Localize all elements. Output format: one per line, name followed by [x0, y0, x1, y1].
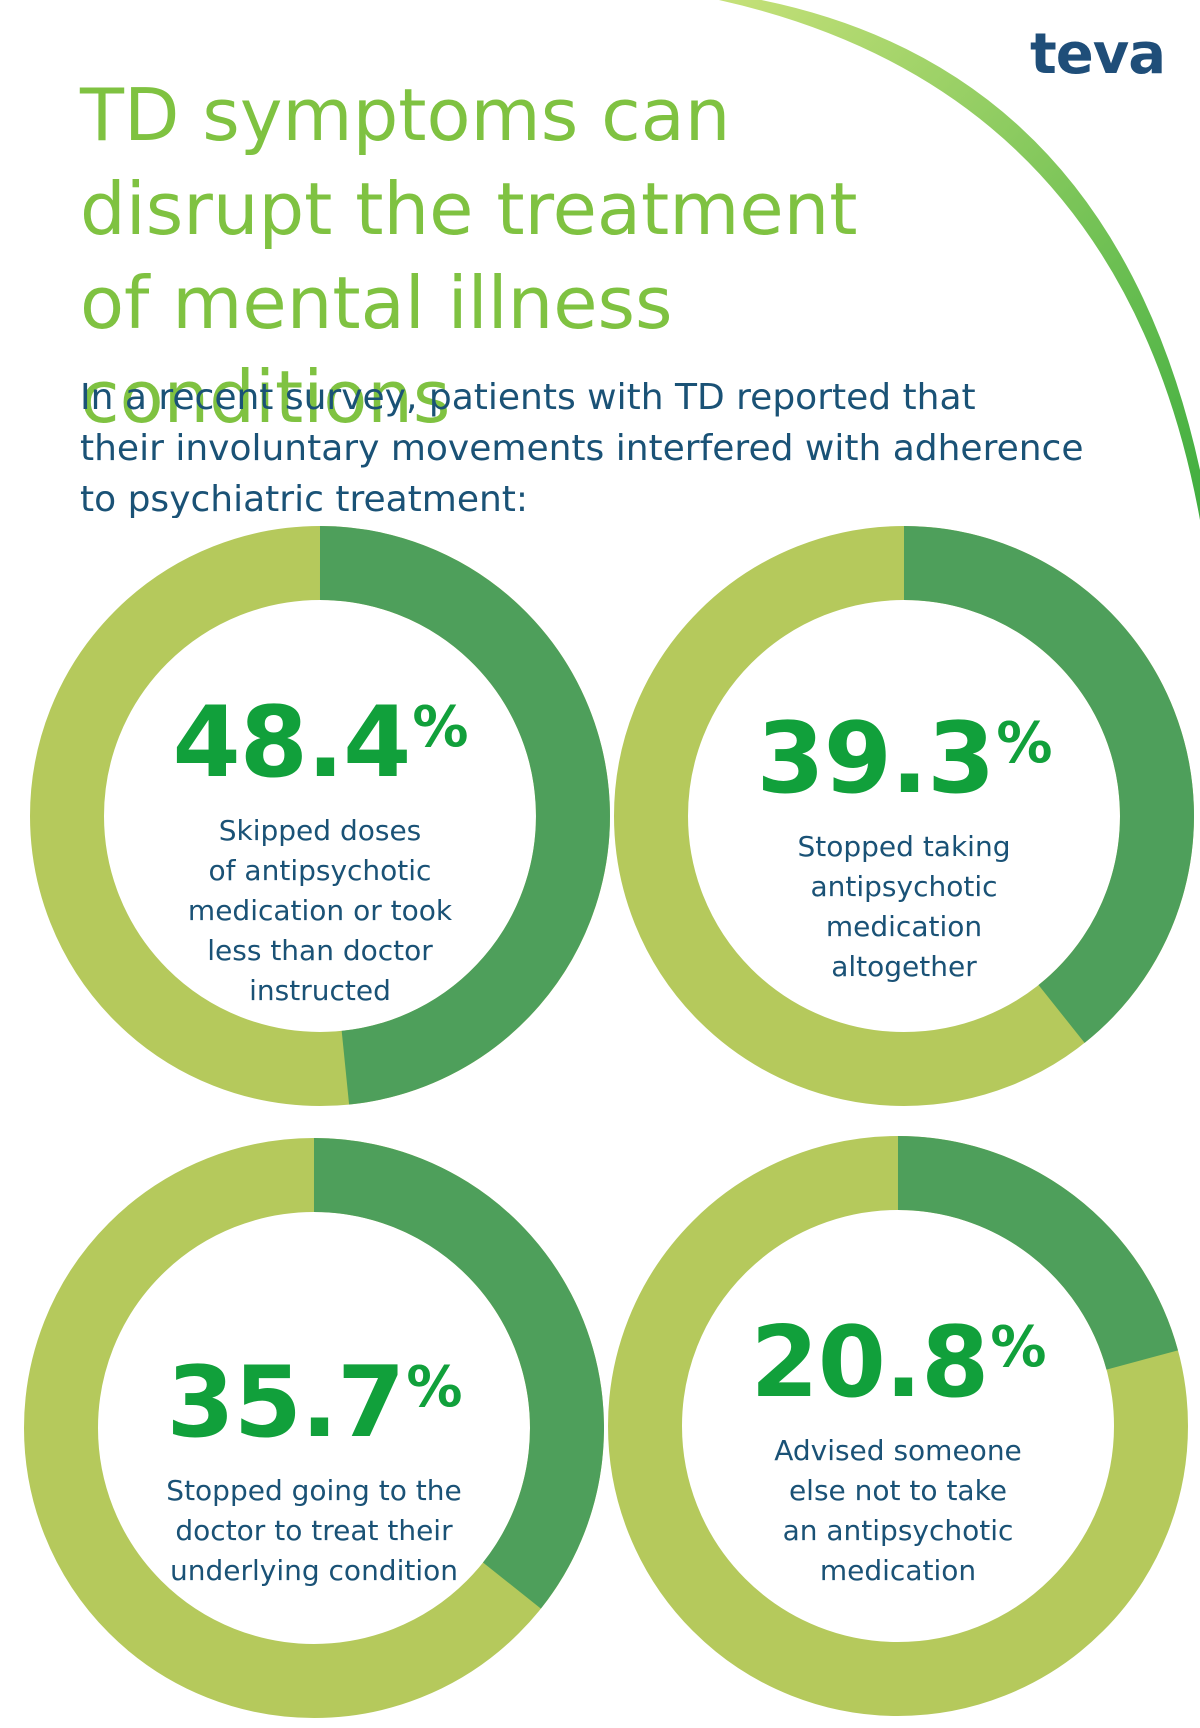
donut-text-3: 35.7% Stopped going to the doctor to tre…	[114, 1338, 514, 1591]
stat-description: Stopped going to the doctor to treat the…	[114, 1471, 514, 1591]
ring-value-arc	[313, 1138, 604, 1609]
percent-sign: %	[990, 1315, 1046, 1380]
donut-ring-3	[24, 1138, 604, 1718]
donut-text-2: 39.3% Stopped taking antipsychotic medic…	[704, 694, 1104, 987]
stat-description: Skipped doses of antipsychotic medicatio…	[120, 811, 520, 1011]
description-line: of antipsychotic	[208, 854, 432, 887]
donut-text-1: 48.4% Skipped doses of antipsychotic med…	[120, 678, 520, 1011]
description-line: medication or took	[187, 894, 453, 927]
donut-chart-2: 39.3% Stopped taking antipsychotic medic…	[614, 526, 1194, 1106]
title-line: TD symptoms can	[80, 73, 731, 157]
description-line: medication	[825, 910, 983, 943]
intro-line: their involuntary movements interfered w…	[80, 428, 1084, 469]
percent-sign: %	[406, 1355, 462, 1420]
percent-sign: %	[996, 711, 1052, 776]
title-line: disrupt the treatment	[80, 167, 858, 251]
ring-value-arc	[319, 526, 610, 1105]
percent-number: 20.8	[750, 1306, 990, 1420]
percent-value: 39.3%	[704, 694, 1104, 809]
percent-value: 35.7%	[114, 1338, 514, 1453]
page-title: TD symptoms can disrupt the treatment of…	[80, 68, 1040, 444]
stat-description: Advised someone else not to take an anti…	[698, 1431, 1098, 1591]
percent-value: 48.4%	[120, 678, 520, 793]
description-line: an antipsychotic	[782, 1514, 1014, 1547]
donut-chart-4: 20.8% Advised someone else not to take a…	[608, 1136, 1188, 1716]
percent-value: 20.8%	[698, 1298, 1098, 1413]
description-line: Stopped taking	[797, 830, 1011, 863]
description-line: Advised someone	[774, 1434, 1022, 1467]
donut-ring-1	[30, 526, 610, 1106]
description-line: doctor to treat their	[175, 1514, 453, 1547]
intro-line: to psychiatric treatment:	[80, 479, 529, 518]
percent-number: 35.7	[166, 1346, 406, 1460]
donut-ring-4	[608, 1136, 1188, 1716]
percent-sign: %	[412, 695, 468, 760]
description-line: Stopped going to the	[166, 1474, 462, 1507]
description-line: instructed	[249, 974, 391, 1007]
title-line: of mental illness conditions	[80, 261, 673, 439]
intro-line: In a recent survey, patients with TD rep…	[80, 377, 976, 418]
intro-text: In a recent survey, patients with TD rep…	[80, 372, 1120, 518]
description-line: medication	[819, 1554, 977, 1587]
description-line: less than doctor	[207, 934, 433, 967]
donut-chart-1: 48.4% Skipped doses of antipsychotic med…	[30, 526, 610, 1106]
ring-value-arc	[897, 1136, 1178, 1371]
description-line: antipsychotic	[810, 870, 998, 903]
donut-chart-3: 35.7% Stopped going to the doctor to tre…	[24, 1138, 604, 1718]
teva-logo: teva	[1030, 22, 1166, 87]
stat-description: Stopped taking antipsychotic medication …	[704, 827, 1104, 987]
percent-number: 39.3	[756, 702, 996, 816]
description-line: else not to take	[788, 1474, 1008, 1507]
description-line: underlying condition	[169, 1554, 458, 1587]
ring-value-arc	[903, 526, 1194, 1043]
donut-text-4: 20.8% Advised someone else not to take a…	[698, 1298, 1098, 1591]
description-line: altogether	[831, 950, 977, 983]
donut-ring-2	[614, 526, 1194, 1106]
percent-number: 48.4	[172, 686, 412, 800]
description-line: Skipped doses	[218, 814, 422, 847]
